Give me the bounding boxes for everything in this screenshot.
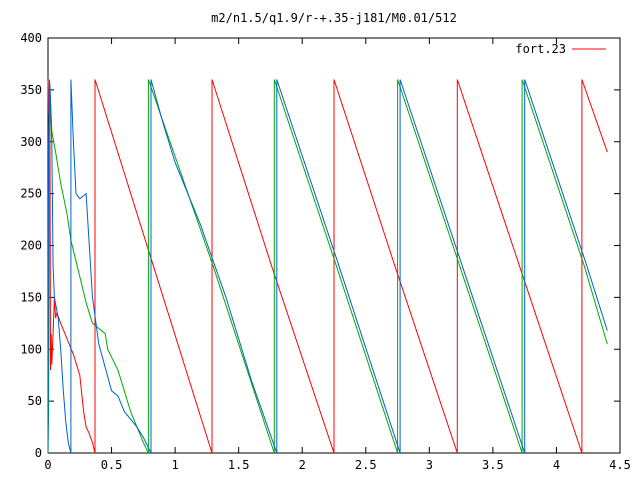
y-tick-label: 300 <box>20 135 42 149</box>
y-tick-label: 350 <box>20 83 42 97</box>
x-tick-label: 2.5 <box>355 458 377 472</box>
axis-ticks: 0 0.5 1 1.5 2 2.5 3 3.5 4 4.5 0 50 100 150 200 250 300 35… <box>20 31 631 472</box>
series-line-2 <box>47 79 608 454</box>
series-line-1 <box>47 79 608 454</box>
y-tick-label: 50 <box>28 394 42 408</box>
series-layer <box>47 79 608 454</box>
y-tick-label: 150 <box>20 290 42 304</box>
series-line-3 <box>47 79 608 454</box>
y-tick-label: 100 <box>20 342 42 356</box>
y-tick-label: 0 <box>35 446 42 460</box>
chart-title: m2/n1.5/q1.9/r-+.35-j181/M0.01/512 <box>211 11 457 25</box>
x-tick-label: 3.5 <box>482 458 504 472</box>
x-tick-label: 4.5 <box>609 458 631 472</box>
x-tick-label: 0 <box>44 458 51 472</box>
x-tick-label: 2 <box>299 458 306 472</box>
x-tick-label: 1.5 <box>228 458 250 472</box>
x-tick-label: 0.5 <box>101 458 123 472</box>
legend-label: fort.23 <box>515 42 566 56</box>
legend: fort.23 <box>515 42 606 56</box>
y-tick-label: 200 <box>20 239 42 253</box>
x-tick-label: 4 <box>553 458 560 472</box>
y-tick-label: 250 <box>20 187 42 201</box>
x-tick-label: 3 <box>426 458 433 472</box>
y-tick-label: 400 <box>20 31 42 45</box>
x-tick-label: 1 <box>171 458 178 472</box>
